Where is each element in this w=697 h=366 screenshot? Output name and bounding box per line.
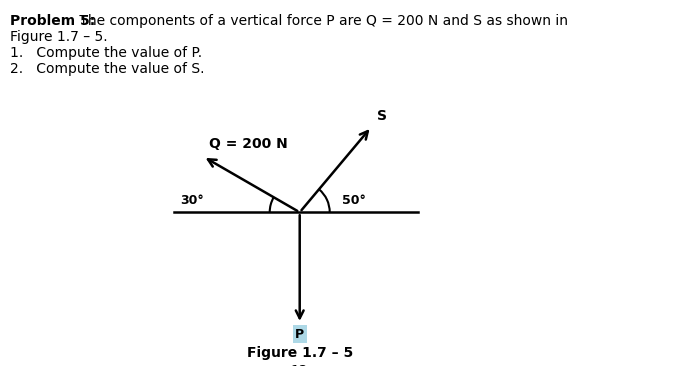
- Text: 12: 12: [291, 364, 309, 366]
- Text: The components of a vertical force P are Q = 200 N and S as shown in: The components of a vertical force P are…: [75, 14, 568, 28]
- Text: 1.   Compute the value of P.: 1. Compute the value of P.: [10, 46, 202, 60]
- Text: 50°: 50°: [342, 194, 366, 207]
- Text: 2.   Compute the value of S.: 2. Compute the value of S.: [10, 62, 204, 76]
- Text: S: S: [377, 109, 388, 123]
- Text: Figure 1.7 – 5.: Figure 1.7 – 5.: [10, 30, 107, 44]
- Text: Figure 1.7 – 5: Figure 1.7 – 5: [247, 346, 353, 360]
- Text: 30°: 30°: [181, 194, 204, 207]
- Text: Q = 200 N: Q = 200 N: [209, 137, 288, 150]
- Text: P: P: [295, 328, 305, 341]
- Text: Problem 5:: Problem 5:: [10, 14, 95, 28]
